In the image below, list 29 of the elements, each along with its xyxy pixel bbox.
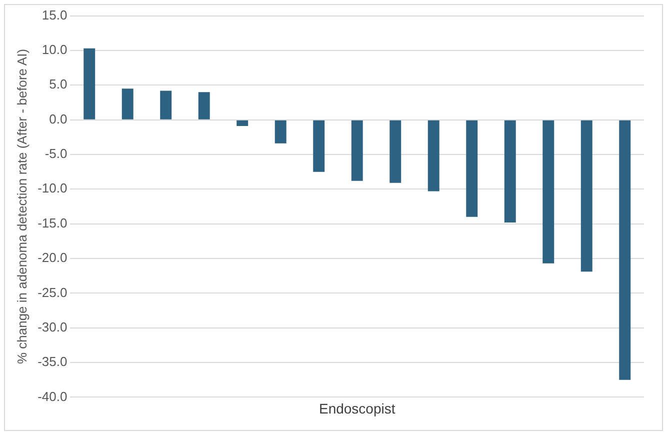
bar [84, 48, 96, 120]
y-tick-label: -30.0 [38, 319, 68, 334]
bar [504, 120, 516, 222]
y-tick-label: -40.0 [38, 388, 68, 404]
y-tick-label: -5.0 [44, 146, 68, 162]
y-tick-label: -35.0 [38, 354, 68, 370]
bar [274, 120, 286, 144]
bar [160, 90, 172, 120]
y-tick-label: 10.0 [42, 42, 68, 58]
bar [122, 88, 134, 120]
x-axis-title: Endoscopist [318, 400, 396, 416]
bar [428, 120, 440, 192]
y-tick-label: 15.0 [42, 7, 68, 22]
bar [619, 120, 631, 380]
bar [390, 120, 402, 183]
bar [580, 120, 592, 272]
bar [313, 120, 325, 172]
bar [351, 120, 363, 181]
y-tick-label: -15.0 [38, 215, 68, 230]
y-tick-label: -20.0 [38, 250, 68, 266]
y-tick-label: -10.0 [38, 180, 68, 196]
y-axis-title: % change in adenoma detection rate (After - before AI) [14, 48, 30, 364]
y-tick-label: 5.0 [49, 76, 68, 92]
bar [466, 120, 478, 217]
bar [542, 120, 554, 264]
y-tick-label: 0.0 [49, 111, 68, 126]
bar [198, 92, 210, 120]
bar [236, 120, 248, 126]
y-tick-label: -25.0 [38, 284, 68, 300]
